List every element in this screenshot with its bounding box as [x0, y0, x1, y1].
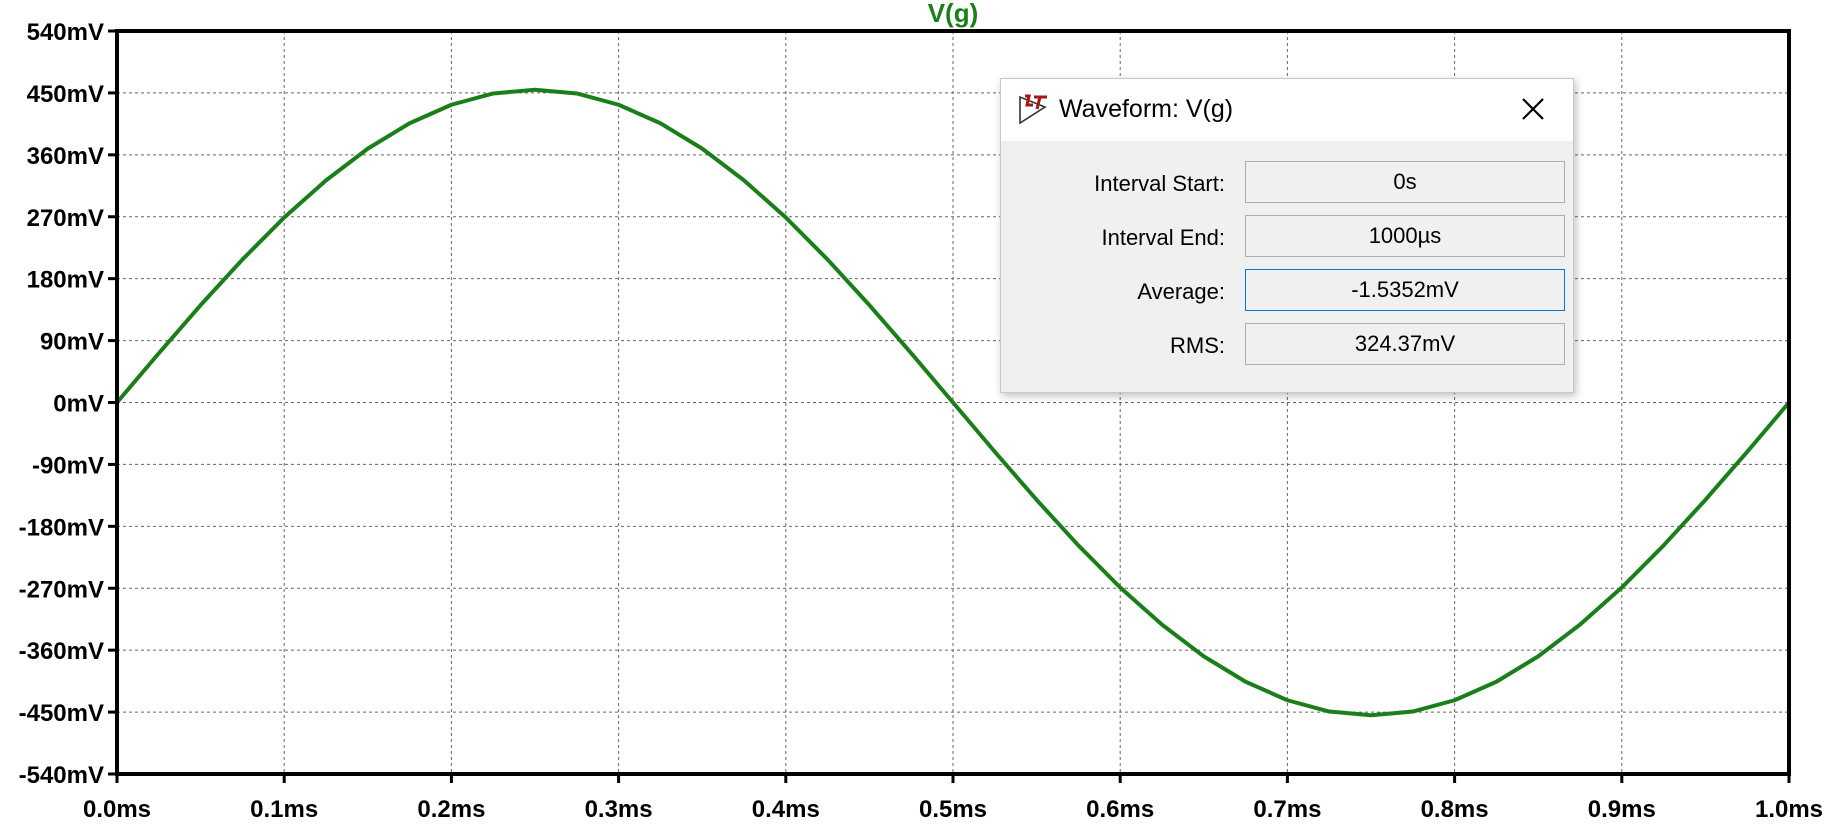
y-tick-label: -180mV — [19, 514, 104, 541]
x-tick-label: 0.1ms — [250, 796, 318, 823]
y-tick-label: 540mV — [27, 19, 104, 46]
y-tick-label: -360mV — [19, 638, 104, 665]
average-row: Average: — [1001, 269, 1573, 313]
interval-end-label: Interval End: — [1101, 225, 1225, 250]
rms-row: RMS: — [1001, 323, 1573, 367]
y-tick-label: 360mV — [27, 143, 104, 170]
x-tick-label: 0.9ms — [1588, 796, 1656, 823]
rms-label: RMS: — [1170, 333, 1225, 358]
y-tick-label: 0mV — [53, 391, 104, 418]
y-tick-label: 90mV — [40, 329, 104, 356]
x-axis: 0.0ms 0.1ms 0.2ms 0.3ms 0.4ms 0.5ms 0.6ms 0.7ms… — [83, 774, 1823, 823]
x-tick-label: 0.2ms — [417, 796, 485, 823]
average-field[interactable] — [1245, 269, 1565, 311]
dialog-titlebar[interactable]: Waveform: V(g) — [1001, 79, 1573, 141]
y-axis: 540mV 450mV 360mV 270mV 180mV 90mV 0mV -90mV -18… — [19, 19, 117, 789]
close-button[interactable] — [1513, 89, 1553, 129]
x-tick-label: 0.0ms — [83, 796, 151, 823]
x-tick-label: 0.7ms — [1253, 796, 1321, 823]
y-tick-label: -270mV — [19, 576, 104, 603]
x-tick-label: 0.8ms — [1421, 796, 1489, 823]
dialog-title: Waveform: V(g) — [1059, 95, 1234, 123]
plot-series-layer — [115, 87, 1791, 718]
waveform-dialog: Waveform: V(g) Interval Start: Interval … — [1000, 78, 1574, 393]
y-tick-label: 270mV — [27, 205, 104, 232]
interval-end-row: Interval End: — [1001, 215, 1573, 259]
y-tick-label: -450mV — [19, 700, 104, 727]
ltspice-logo-icon — [1019, 94, 1047, 125]
series-line-vg — [115, 87, 1791, 718]
interval-start-row: Interval Start: — [1001, 161, 1573, 205]
y-tick-label: -540mV — [19, 762, 104, 789]
x-tick-label: 0.3ms — [585, 796, 653, 823]
interval-start-label: Interval Start: — [1094, 171, 1225, 196]
close-icon — [1522, 98, 1544, 120]
interval-end-field[interactable] — [1245, 215, 1565, 257]
trace-label[interactable]: V(g) — [928, 0, 979, 28]
y-tick-label: -90mV — [32, 452, 104, 479]
x-tick-label: 1.0ms — [1755, 796, 1823, 823]
rms-field[interactable] — [1245, 323, 1565, 365]
average-label: Average: — [1137, 279, 1225, 304]
interval-start-field[interactable] — [1245, 161, 1565, 203]
x-tick-label: 0.4ms — [752, 796, 820, 823]
x-tick-label: 0.6ms — [1086, 796, 1154, 823]
y-tick-label: 180mV — [27, 267, 104, 294]
x-tick-label: 0.5ms — [919, 796, 987, 823]
y-tick-label: 450mV — [27, 81, 104, 108]
